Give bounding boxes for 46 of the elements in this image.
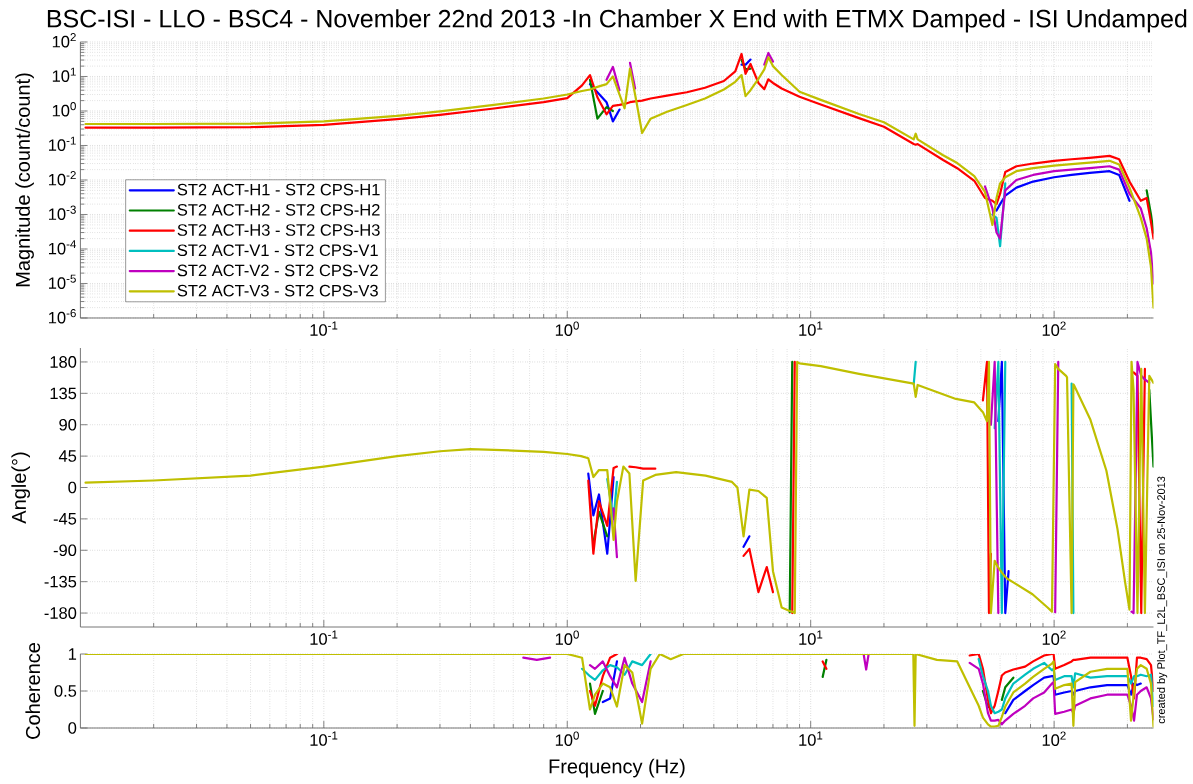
y-tick-label: 10$^{-2}$ (49, 171, 76, 186)
x-tick-label: 10$^{-1}$ (310, 321, 338, 336)
x-tick-label: 10$^{-1}$ (310, 731, 338, 746)
y-tick-label: 90 (59, 418, 77, 431)
x-tick-label: 10$^{2}$ (1042, 731, 1066, 746)
y-tick-label: 10$^{0}$ (52, 102, 76, 117)
y-tick-label: 10$^{-6}$ (49, 309, 76, 324)
y-tick-label: 10$^{-1}$ (49, 136, 76, 151)
y-axis-title: Coherence (25, 642, 41, 739)
x-tick-label: 10$^{0}$ (555, 731, 579, 746)
y-axis-title: Magnitude (count/count) (15, 73, 34, 287)
y-tick-label: 10$^{-5}$ (49, 274, 76, 289)
y-tick-label: 0.5 (54, 685, 77, 697)
y-tick-label: 135 (50, 387, 77, 400)
x-tick-label: 10$^{1}$ (799, 321, 823, 336)
x-tick-label: 10$^{0}$ (555, 321, 579, 336)
y-tick-label: 10$^{2}$ (52, 33, 76, 48)
y-tick-label: 1 (68, 648, 77, 660)
y-tick-label: -180 (44, 607, 77, 619)
line-series (991, 182, 1007, 248)
legend-label: ST2 ACT-H1 - ST2 CPS-H1 (177, 183, 380, 196)
x-tick-label: 10$^{-1}$ (310, 630, 338, 645)
legend-label: ST2 ACT-V3 - ST2 CPS-V3 (177, 284, 378, 297)
x-tick-label: 10$^{0}$ (555, 630, 579, 645)
y-tick-label: 10$^{1}$ (52, 67, 76, 82)
y-tick-label: 45 (58, 450, 77, 462)
y-axis-title: Angle(°) (11, 452, 31, 524)
y-tick-label: -90 (53, 544, 77, 557)
y-tick-label: 0 (68, 722, 77, 734)
text: created by Plot_TF_L2L_BSC_ISI on 25-Nov-2013 (1156, 476, 1168, 724)
x-axis-title: Frequency (Hz) (549, 758, 685, 778)
y-tick-label: 0 (68, 481, 77, 494)
legend-label: ST2 ACT-H3 - ST2 CPS-H3 (177, 224, 380, 236)
legend-label: ST2 ACT-V2 - ST2 CPS-V2 (177, 264, 378, 277)
x-tick-label: 10$^{2}$ (1042, 630, 1066, 645)
x-tick-label: 10$^{2}$ (1042, 321, 1066, 336)
y-tick-label: 10$^{-4}$ (49, 240, 77, 255)
chart-title: BSC-ISI - LLO - BSC4 - November 22nd 2013 -In Chamber X End with ETMX Damped - ISI Undamped (47, 9, 1187, 33)
legend-label: ST2 ACT-H2 - ST2 CPS-H2 (177, 203, 380, 216)
y-tick-label: 10$^{-3}$ (49, 205, 76, 221)
legend-label: ST2 ACT-V1 - ST2 CPS-V1 (177, 244, 378, 257)
y-tick-label: -135 (44, 575, 77, 588)
x-tick-label: 10$^{1}$ (799, 731, 823, 746)
y-tick-label: -45 (53, 513, 77, 525)
y-tick-label: 180 (50, 356, 77, 368)
x-tick-label: 10$^{1}$ (799, 630, 823, 645)
